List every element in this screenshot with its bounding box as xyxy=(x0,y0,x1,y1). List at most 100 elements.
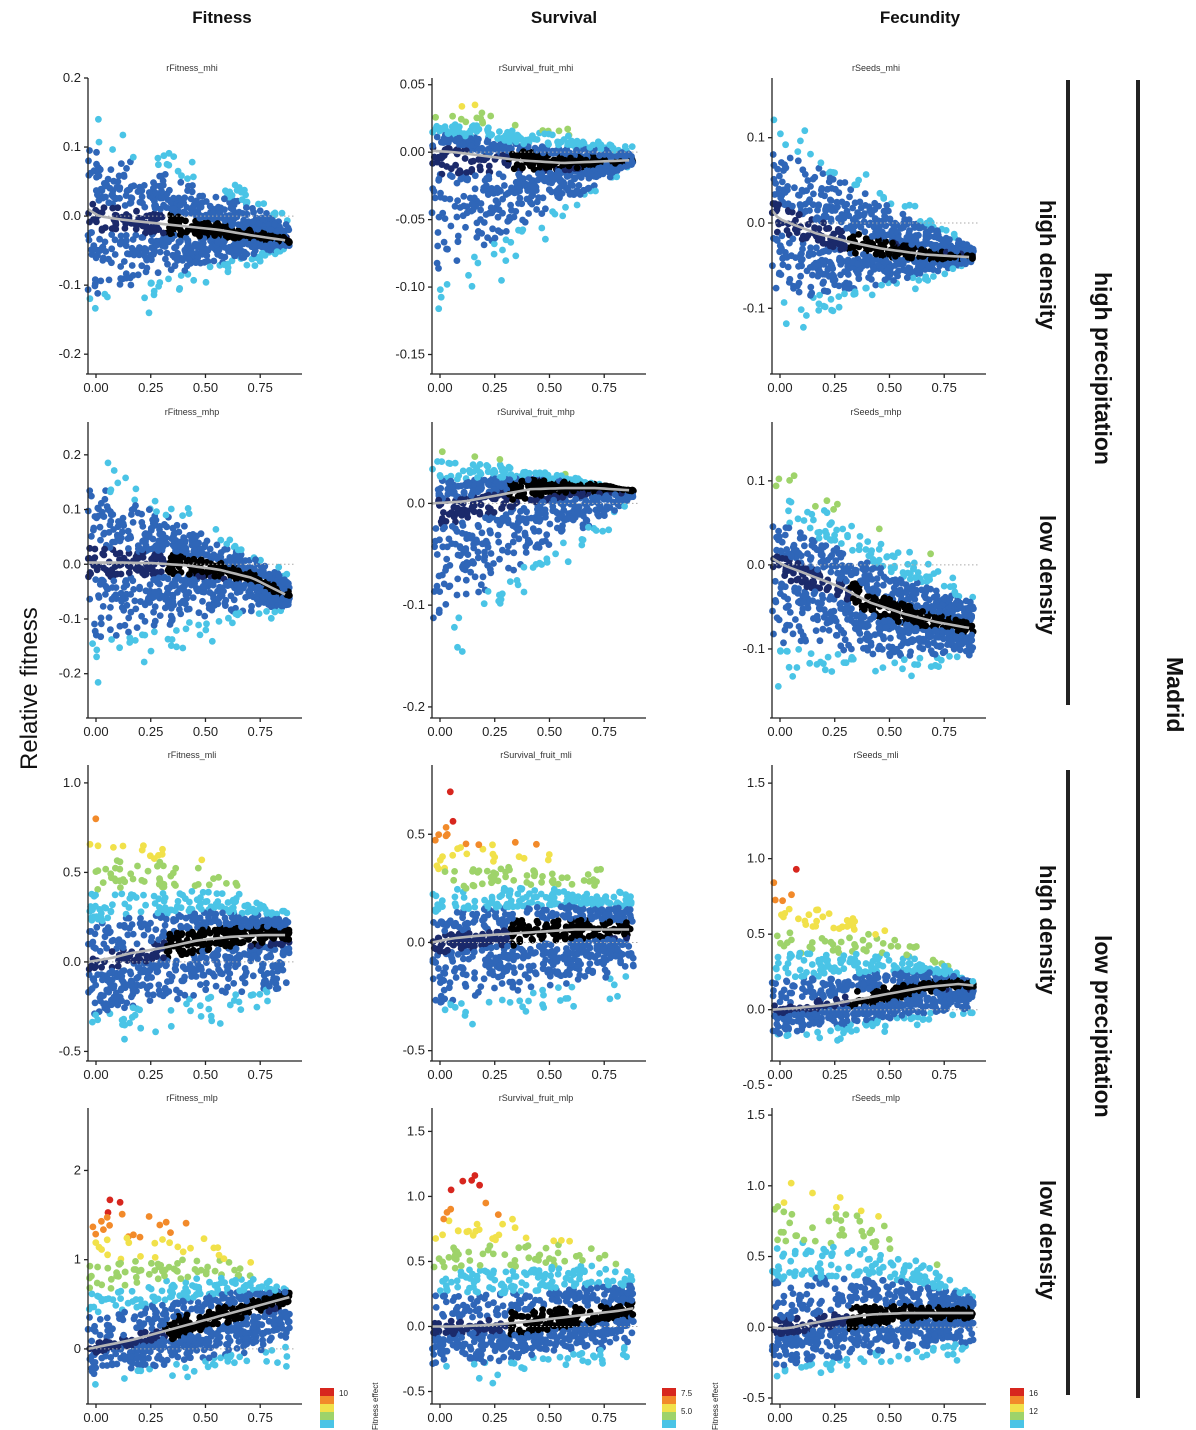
data-point xyxy=(97,277,105,285)
data-point xyxy=(116,280,124,288)
data-point xyxy=(575,182,583,189)
data-point xyxy=(474,548,482,556)
data-point xyxy=(517,492,525,500)
data-point xyxy=(584,185,592,193)
data-point xyxy=(789,673,797,680)
data-point xyxy=(856,198,864,206)
data-point xyxy=(507,238,515,246)
data-point xyxy=(221,195,228,203)
data-point xyxy=(88,492,95,500)
data-point xyxy=(199,549,207,557)
x-tick-label: 0.50 xyxy=(193,380,218,395)
data-point xyxy=(908,268,915,276)
data-point xyxy=(469,157,477,165)
data-point xyxy=(794,515,802,523)
data-point xyxy=(138,546,146,554)
data-point xyxy=(258,249,266,257)
data-point xyxy=(908,672,915,680)
data-point xyxy=(775,616,783,624)
data-point xyxy=(156,279,164,286)
x-tick-label: 0.75 xyxy=(592,724,617,739)
data-point xyxy=(183,228,191,236)
data-point xyxy=(93,160,100,168)
data-point xyxy=(274,227,282,235)
data-point xyxy=(155,161,162,169)
data-point xyxy=(576,140,584,148)
data-point xyxy=(797,306,805,313)
data-point xyxy=(529,189,536,196)
data-point xyxy=(454,643,461,651)
data-point xyxy=(907,254,914,262)
data-point xyxy=(167,554,175,562)
data-point xyxy=(435,606,443,614)
data-point xyxy=(444,130,452,138)
data-point xyxy=(214,554,222,562)
data-point xyxy=(521,529,529,537)
data-point xyxy=(153,241,161,249)
data-point xyxy=(790,285,797,292)
data-point xyxy=(823,203,830,211)
data-point xyxy=(100,577,107,585)
y-tick-label: 0.2 xyxy=(63,447,81,462)
data-point xyxy=(490,560,497,567)
x-tick-label: 0.25 xyxy=(482,724,507,739)
data-point xyxy=(164,600,172,608)
data-point xyxy=(546,520,554,528)
data-point xyxy=(101,238,109,246)
data-point xyxy=(184,175,191,183)
data-point xyxy=(872,281,880,289)
data-point xyxy=(127,281,135,289)
data-point xyxy=(941,261,949,269)
data-point xyxy=(463,169,471,176)
data-point xyxy=(549,507,557,515)
data-point xyxy=(479,573,487,581)
data-point xyxy=(568,137,575,145)
data-point xyxy=(85,554,93,562)
data-point xyxy=(863,261,871,269)
data-point xyxy=(216,210,224,218)
data-point xyxy=(918,246,925,254)
data-point xyxy=(112,195,119,203)
data-point xyxy=(494,227,502,235)
data-point xyxy=(125,614,133,622)
data-point xyxy=(179,512,187,519)
data-point xyxy=(580,512,587,520)
data-point xyxy=(555,127,563,135)
data-point xyxy=(252,556,259,564)
data-point xyxy=(827,197,835,205)
data-point xyxy=(139,554,147,561)
data-point xyxy=(893,270,900,277)
data-point xyxy=(545,141,552,148)
data-point xyxy=(812,262,819,270)
data-point xyxy=(777,130,784,138)
data-point xyxy=(473,538,481,546)
data-point xyxy=(495,538,503,546)
data-point xyxy=(243,204,250,212)
data-point xyxy=(110,467,118,474)
data-point xyxy=(156,526,163,533)
data-point xyxy=(471,453,479,460)
data-point xyxy=(248,584,256,592)
data-point xyxy=(793,229,801,237)
data-point xyxy=(553,148,561,156)
data-point xyxy=(559,480,567,487)
data-point xyxy=(259,567,267,575)
data-point xyxy=(552,550,559,558)
data-point xyxy=(499,473,507,481)
data-point xyxy=(538,224,546,232)
data-point xyxy=(807,291,814,299)
data-point xyxy=(516,187,523,195)
data-point xyxy=(547,149,555,157)
data-point xyxy=(224,582,232,589)
data-point xyxy=(471,194,478,202)
data-point xyxy=(882,257,890,265)
data-point xyxy=(534,509,542,517)
x-tick-label: 0.25 xyxy=(138,380,163,395)
data-point xyxy=(507,130,515,138)
data-point xyxy=(573,477,581,484)
data-point xyxy=(122,474,129,482)
data-point xyxy=(136,583,144,591)
data-point xyxy=(860,218,868,226)
data-point xyxy=(529,564,537,571)
data-point xyxy=(169,580,177,587)
